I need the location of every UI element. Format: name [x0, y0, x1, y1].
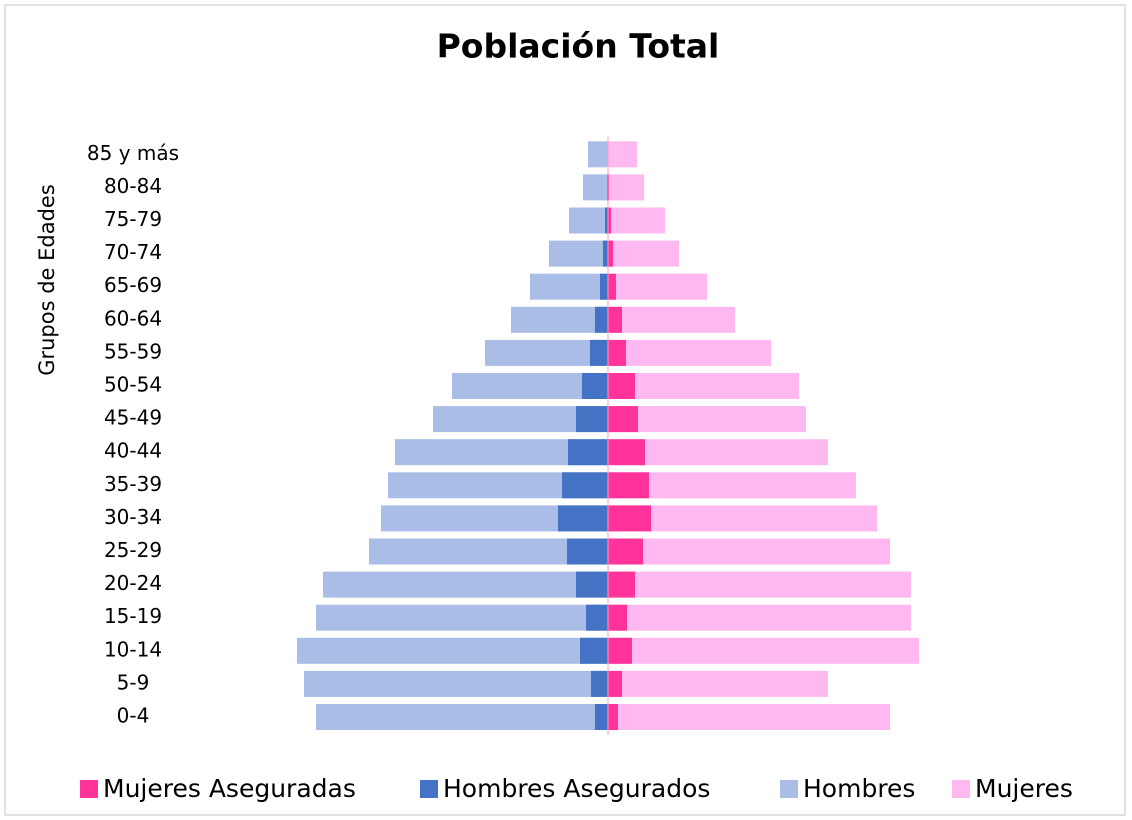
y-tick-label: 45-49 [104, 406, 162, 430]
bar [576, 406, 608, 433]
bar [605, 207, 608, 234]
y-tick-label: 40-44 [104, 439, 162, 463]
bar [549, 240, 608, 267]
bar [608, 439, 645, 466]
y-tick-label: 60-64 [104, 306, 162, 330]
y-tick-label: 5-9 [117, 670, 150, 694]
y-tick-label: 10-14 [104, 637, 162, 661]
bar [608, 637, 919, 664]
y-tick-label: 25-29 [104, 538, 162, 562]
bar [316, 704, 608, 730]
legend-swatch [780, 780, 798, 798]
bar [608, 174, 644, 201]
bar [511, 306, 608, 333]
bar [567, 538, 608, 565]
bar [608, 571, 635, 598]
legend-swatch [80, 780, 98, 798]
bar [608, 670, 828, 697]
y-tick-label: 15-19 [104, 604, 162, 628]
y-tick-label: 0-4 [117, 704, 150, 728]
bar [530, 273, 608, 300]
bar [316, 604, 608, 631]
bar [588, 141, 608, 168]
bar [608, 207, 611, 234]
bar [608, 373, 799, 399]
y-tick-label: 65-69 [104, 273, 162, 297]
bar [608, 306, 735, 333]
bar [595, 704, 608, 730]
bar [569, 207, 608, 234]
bar [608, 273, 616, 300]
y-tick-label: 85 y más [87, 141, 179, 165]
bar [608, 704, 618, 730]
y-tick-label: 20-24 [104, 571, 162, 595]
bar [608, 339, 626, 366]
y-axis-title: Grupos de Edades [35, 184, 59, 376]
y-tick-label: 35-39 [104, 472, 162, 496]
bar [608, 704, 890, 730]
bar [608, 207, 665, 234]
bar [608, 240, 679, 267]
y-tick-label: 75-79 [104, 207, 162, 231]
bar [608, 472, 856, 499]
bar [600, 273, 608, 300]
bar [608, 273, 707, 300]
bar [304, 670, 608, 697]
bar [590, 339, 608, 366]
bar [608, 406, 806, 433]
bar [608, 604, 911, 631]
bar [591, 670, 608, 697]
bar [608, 604, 627, 631]
bar [608, 406, 638, 433]
bar [323, 571, 608, 598]
bar [608, 637, 632, 664]
legend-swatch [952, 780, 970, 798]
bar [608, 472, 649, 499]
bar [608, 306, 622, 333]
bar [608, 373, 635, 399]
y-tick-label: 50-54 [104, 373, 162, 397]
bar [595, 306, 608, 333]
bar [297, 637, 608, 664]
legend-label: Mujeres [975, 774, 1073, 803]
chart-title: Población Total [437, 27, 720, 66]
bar [608, 505, 877, 532]
bar [485, 339, 608, 366]
bar [608, 571, 911, 598]
bar [608, 538, 890, 565]
bar [580, 637, 608, 664]
legend-label: Hombres Asegurados [443, 774, 710, 803]
bar [558, 505, 608, 532]
bar [608, 505, 651, 532]
legend-label: Hombres [803, 774, 915, 803]
legend-label: Mujeres Aseguradas [103, 774, 356, 803]
bar [568, 439, 608, 466]
y-tick-label: 55-59 [104, 339, 162, 363]
y-tick-label: 70-74 [104, 240, 162, 264]
y-tick-label: 30-34 [104, 505, 162, 529]
bar [583, 174, 608, 201]
bar [586, 604, 608, 631]
bar [582, 373, 608, 399]
bar [562, 472, 608, 499]
bar [608, 240, 613, 267]
bar [608, 339, 771, 366]
bar [608, 538, 643, 565]
bar [576, 571, 608, 598]
y-tick-label: 80-84 [104, 174, 162, 198]
legend-swatch [420, 780, 438, 798]
bar [608, 670, 622, 697]
bar [608, 141, 637, 168]
bar [603, 240, 608, 267]
